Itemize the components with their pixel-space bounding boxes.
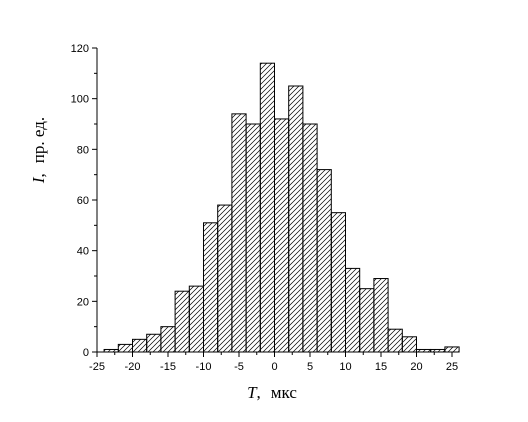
x-tick-label: 20 bbox=[410, 361, 422, 373]
y-axis-unit: пр. ед. bbox=[29, 117, 48, 163]
x-tick-label: -15 bbox=[160, 361, 176, 373]
y-axis-title: I, пр. ед. bbox=[29, 117, 48, 184]
histogram-bar bbox=[117, 343, 134, 353]
histogram-bar bbox=[401, 336, 417, 353]
x-tick-label: 15 bbox=[375, 361, 387, 373]
histogram-bar bbox=[373, 278, 389, 353]
y-tick-label: 40 bbox=[77, 246, 89, 258]
x-tick-label: -25 bbox=[89, 361, 105, 373]
histogram-bar bbox=[259, 62, 275, 353]
x-tick-label: -20 bbox=[125, 361, 141, 373]
histogram-bar bbox=[302, 123, 318, 353]
histogram-bar bbox=[217, 204, 233, 353]
x-tick-label: 25 bbox=[446, 361, 458, 373]
histogram-bar bbox=[188, 285, 205, 353]
x-axis-variable: T bbox=[247, 383, 258, 402]
x-tick-label: 5 bbox=[307, 361, 313, 373]
histogram-bar bbox=[132, 338, 148, 353]
y-axis-separator: , bbox=[29, 173, 48, 177]
x-axis-title: T, мкс bbox=[247, 383, 297, 402]
y-tick-label: 60 bbox=[77, 195, 89, 207]
histogram-bar bbox=[146, 333, 162, 353]
histogram-bar bbox=[444, 346, 460, 353]
x-ticks-group: -25 -20 -15 -10 -5 0 5 10 15 20 25 bbox=[89, 352, 458, 373]
histogram-bar bbox=[160, 326, 176, 353]
x-axis-unit: мкс bbox=[271, 383, 298, 402]
histogram-bar bbox=[274, 118, 290, 353]
histogram-bar bbox=[359, 288, 375, 353]
histogram-bar bbox=[330, 212, 346, 353]
bars-group bbox=[103, 62, 460, 353]
y-tick-label: 100 bbox=[71, 94, 89, 106]
y-tick-label: 0 bbox=[83, 347, 89, 359]
y-axis-variable: I bbox=[29, 176, 48, 184]
x-tick-label: 10 bbox=[339, 361, 351, 373]
x-tick-label: 0 bbox=[271, 361, 277, 373]
y-tick-label: 120 bbox=[71, 43, 89, 55]
x-axis-separator: , bbox=[257, 383, 261, 402]
histogram-bar bbox=[174, 290, 190, 353]
x-tick-label: -10 bbox=[196, 361, 212, 373]
x-tick-label: -5 bbox=[234, 361, 244, 373]
y-ticks-group: 0 20 40 60 80 100 120 bbox=[71, 43, 97, 359]
histogram-bar bbox=[387, 328, 403, 353]
histogram-bar bbox=[245, 123, 261, 353]
y-tick-label: 20 bbox=[77, 296, 89, 308]
histogram-bar bbox=[316, 169, 332, 353]
y-tick-label: 80 bbox=[77, 144, 89, 156]
histogram-bar bbox=[231, 113, 247, 353]
histogram-bar bbox=[345, 267, 361, 353]
histogram-bar bbox=[288, 85, 304, 353]
histogram-bar bbox=[203, 222, 219, 353]
